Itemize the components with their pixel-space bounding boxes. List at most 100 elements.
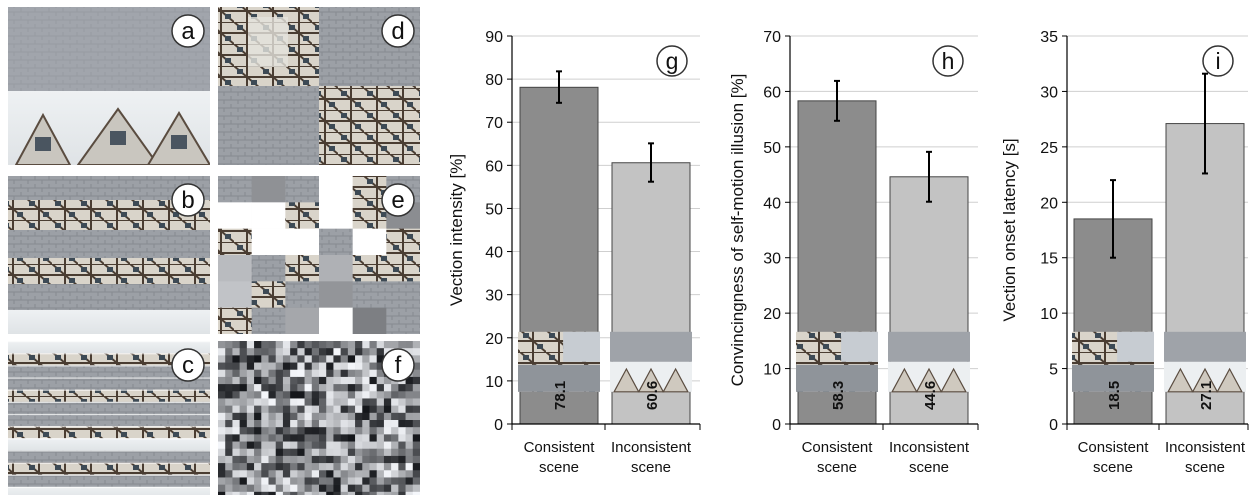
strip-gap — [8, 413, 210, 416]
noise-pixel — [333, 441, 341, 450]
y-tick-label: 80 — [485, 72, 503, 89]
noise-pixel — [218, 455, 226, 464]
noise-pixel — [326, 348, 334, 356]
noise-pixel — [254, 470, 262, 478]
noise-pixel — [232, 420, 240, 428]
noise-pixel — [355, 391, 363, 399]
noise-pixel — [333, 477, 341, 485]
noise-pixel — [246, 477, 255, 485]
mosaic-tile — [218, 228, 252, 256]
y-tick-label: 20 — [1040, 195, 1058, 212]
noise-pixel — [304, 470, 313, 478]
noise-pixel — [218, 369, 226, 378]
noise-pixel — [225, 484, 233, 493]
panel-label: b — [181, 187, 194, 214]
noise-pixel — [246, 369, 255, 378]
noise-pixel — [326, 341, 334, 349]
noise-pixel — [290, 391, 298, 399]
noise-pixel — [369, 355, 378, 363]
noise-pixel — [333, 405, 341, 414]
noise-pixel — [304, 348, 313, 356]
noise-pixel — [376, 412, 385, 421]
noise-pixel — [362, 398, 370, 406]
noise-pixel — [275, 398, 284, 406]
image-strip — [8, 230, 210, 258]
noise-pixel — [239, 434, 248, 442]
charts: 010203040506070809078.1Consistentscene60… — [447, 29, 1249, 476]
noise-pixel — [333, 391, 341, 399]
scene-panel-b: b — [8, 176, 210, 334]
x-tick-label: Consistent — [802, 439, 874, 456]
mosaic-tile — [285, 281, 320, 308]
noise-pixel — [239, 412, 248, 421]
noise-pixel — [319, 427, 327, 435]
panel-label: d — [391, 18, 404, 45]
noise-pixel — [261, 434, 269, 442]
noise-pixel — [225, 355, 233, 363]
noise-pixel — [376, 441, 385, 450]
noise-pixel — [405, 398, 414, 406]
noise-pixel — [391, 427, 399, 435]
noise-pixel — [225, 470, 233, 478]
noise-pixel — [405, 384, 414, 392]
noise-pixel — [268, 412, 277, 421]
strip-gap — [8, 426, 210, 428]
panel-label-badge — [381, 183, 415, 217]
noise-pixel — [333, 491, 341, 495]
noise-pixel — [412, 463, 420, 471]
noise-pixel — [355, 348, 363, 356]
noise-pixel — [239, 376, 248, 385]
noise-pixel — [275, 441, 284, 450]
noise-pixel — [268, 376, 277, 385]
image-strip — [8, 462, 210, 476]
noise-pixel — [282, 355, 291, 363]
mosaic-tile — [386, 307, 420, 334]
noise-pixel — [232, 412, 240, 421]
thumbnail-gable — [940, 367, 967, 393]
noise-pixel — [319, 434, 327, 442]
x-tick-label: scene — [539, 459, 579, 476]
noise-pixel — [218, 470, 226, 478]
y-tick-label: 40 — [485, 245, 503, 262]
noise-pixel — [290, 355, 298, 363]
noise-pixel — [355, 369, 363, 378]
noise-pixel — [362, 341, 370, 349]
noise-pixel — [369, 391, 378, 399]
noise-pixel — [268, 362, 277, 371]
thumbnail-gable — [637, 367, 665, 393]
noise-pixel — [405, 477, 414, 485]
noise-pixel — [355, 477, 363, 485]
thumbnail-gable — [891, 367, 918, 393]
noise-pixel — [362, 434, 370, 442]
noise-pixel — [347, 491, 356, 495]
y-tick-label: 20 — [763, 306, 781, 323]
panel-label: c — [182, 352, 194, 379]
noise-pixel — [340, 477, 349, 485]
noise-pixel — [398, 398, 406, 406]
mosaic-tile — [285, 202, 320, 229]
chart-label-badge — [1202, 45, 1234, 77]
noise-pixel — [275, 341, 284, 349]
noise-pixel — [218, 441, 226, 450]
noise-pixel — [355, 463, 363, 471]
mosaic-tile — [319, 281, 353, 308]
thumbnail-gable — [1216, 367, 1243, 393]
noise-pixel — [290, 362, 298, 371]
noise-pixel — [376, 369, 385, 378]
noise-pixel — [412, 470, 420, 478]
noise-pixel — [261, 362, 269, 371]
image-strip — [8, 413, 210, 427]
strip-gap — [8, 462, 210, 464]
noise-pixel — [218, 376, 226, 385]
mosaic-tile — [386, 228, 420, 256]
noise-pixel — [391, 412, 399, 421]
noise-pixel — [304, 362, 313, 371]
noise-pixel — [275, 434, 284, 442]
scene-panel-c: c — [8, 341, 210, 495]
house-window — [35, 137, 51, 151]
noise-pixel — [261, 412, 269, 421]
noise-pixel — [326, 463, 334, 471]
noise-pixel — [225, 455, 233, 464]
noise-pixel — [391, 434, 399, 442]
noise-pixel — [340, 412, 349, 421]
